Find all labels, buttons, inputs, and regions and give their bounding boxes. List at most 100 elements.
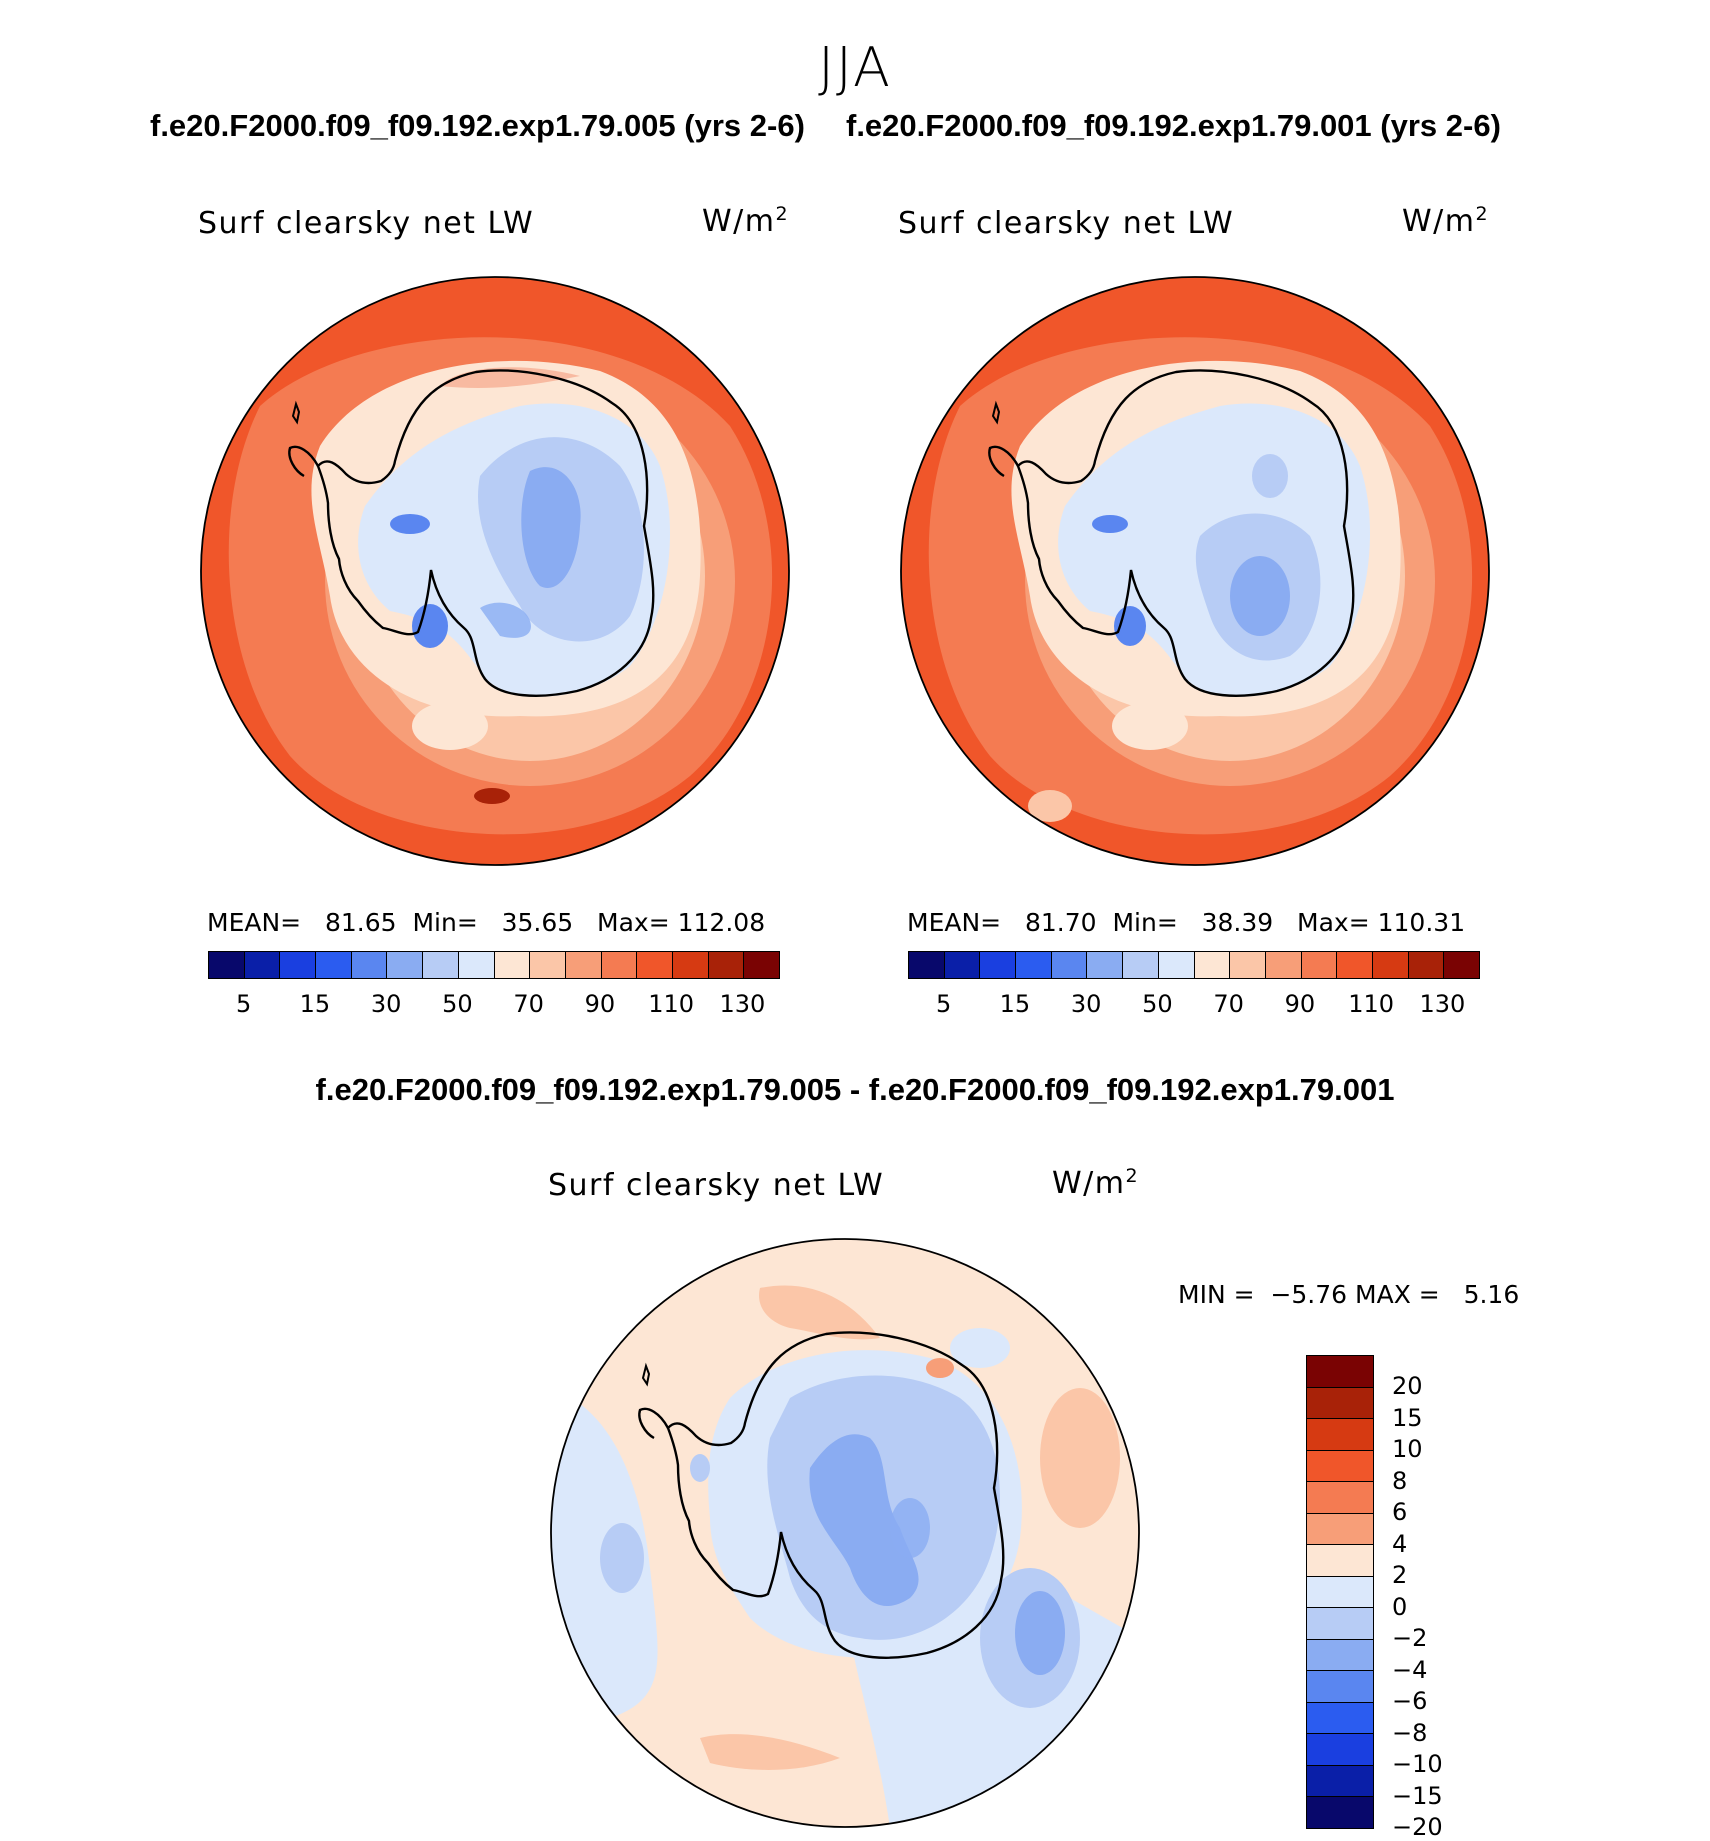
colorbar-swatch (387, 952, 424, 978)
colorbar-swatch (1087, 952, 1124, 978)
colorbar-swatch (1337, 952, 1373, 978)
mean-label: MEAN= (207, 908, 302, 937)
colorbar-swatch (1307, 1545, 1373, 1577)
colorbar-swatch (1372, 952, 1409, 978)
colorbar-swatch (1444, 952, 1479, 978)
colorbar-swatch (1307, 1671, 1373, 1703)
colorbar-swatch (244, 952, 281, 978)
colorbar-swatch (1051, 952, 1088, 978)
colorbar-swatch (530, 952, 566, 978)
colorbar-tick-label: −4 (1392, 1655, 1428, 1684)
colorbar-tick-label: 130 (1419, 990, 1466, 1018)
min-value: 35.65 (501, 908, 574, 937)
units-label-right: W/m2 (1402, 203, 1490, 239)
colorbar-tick-label: 2 (1392, 1561, 1408, 1590)
polar-map-difference (550, 1238, 1140, 1828)
colorbar-swatch (316, 952, 352, 978)
colorbar-swatch (1158, 952, 1195, 978)
stats-left: MEAN= 81.65 Min= 35.65 Max= 112.08 (207, 908, 765, 937)
max-label: Max= (597, 908, 670, 937)
season-title: JJA (818, 36, 892, 99)
colorbar-swatch (494, 952, 531, 978)
colorbar-swatch (1307, 1513, 1373, 1546)
colorbar-tick-label: 15 (999, 990, 1031, 1018)
colorbar-tick-label: 110 (648, 990, 695, 1018)
units-label-diff: W/m2 (1052, 1165, 1140, 1201)
mean-label: MEAN= (907, 908, 1002, 937)
min-label: MIN = (1178, 1280, 1255, 1309)
colorbar-tick-label: 6 (1392, 1498, 1408, 1527)
variable-label-right: Surf clearsky net LW (898, 206, 1235, 241)
colorbar-left (208, 951, 780, 979)
colorbar-swatch (980, 952, 1017, 978)
colorbar-tick-label: 4 (1392, 1529, 1408, 1558)
case-title-right: f.e20.F2000.f09_f09.192.exp1.79.001 (yrs… (846, 108, 1501, 143)
colorbar-swatch (1307, 1482, 1373, 1514)
colorbar-tick-label: 15 (1392, 1403, 1423, 1432)
colorbar-swatch (637, 952, 673, 978)
colorbar-tick-label: 5 (235, 990, 252, 1018)
colorbar-swatch (1016, 952, 1052, 978)
colorbar-tick-label: −10 (1392, 1750, 1443, 1779)
colorbar-tick-label: −15 (1392, 1781, 1443, 1810)
max-label: MAX = (1355, 1280, 1440, 1309)
colorbar-swatch (1307, 1576, 1373, 1609)
colorbar-swatch (458, 952, 495, 978)
colorbar-swatch (1307, 1356, 1373, 1388)
min-value: 38.39 (1201, 908, 1274, 937)
colorbar-tick-label: 10 (1392, 1435, 1423, 1464)
colorbar-tick-label: 70 (1213, 990, 1244, 1018)
colorbar-swatch (1408, 952, 1445, 978)
colorbar-tick-label: 110 (1348, 990, 1395, 1018)
colorbar-difference (1306, 1355, 1374, 1829)
variable-label-diff: Surf clearsky net LW (548, 1168, 885, 1203)
colorbar-tick-label: 50 (1142, 990, 1173, 1018)
colorbar-tick-label: 8 (1392, 1466, 1408, 1495)
polar-map-left (200, 276, 790, 866)
stats-diff: MIN = −5.76 MAX = 5.16 (1178, 1280, 1519, 1309)
colorbar-swatch (1307, 1734, 1373, 1766)
case-title-left: f.e20.F2000.f09_f09.192.exp1.79.005 (yrs… (150, 108, 805, 143)
colorbar-swatch (209, 952, 245, 978)
colorbar-swatch (601, 952, 638, 978)
mean-value: 81.65 (324, 908, 397, 937)
colorbar-swatch (1307, 1608, 1373, 1640)
colorbar-swatch (1123, 952, 1159, 978)
polar-map-right (900, 276, 1490, 866)
colorbar-swatch (944, 952, 981, 978)
colorbar-tick-label: 70 (513, 990, 544, 1018)
colorbar-swatch (1194, 952, 1231, 978)
min-value: −5.76 (1270, 1280, 1348, 1309)
max-value: 112.08 (677, 908, 766, 937)
colorbar-tick-label: 5 (935, 990, 952, 1018)
colorbar-tick-label: 130 (719, 990, 766, 1018)
max-value: 110.31 (1377, 908, 1466, 937)
min-label: Min= (412, 908, 478, 937)
colorbar-tick-label: 30 (1070, 990, 1102, 1018)
colorbar-swatch (1307, 1702, 1373, 1735)
max-label: Max= (1297, 908, 1370, 937)
colorbar-tick-label: −6 (1392, 1687, 1428, 1716)
colorbar-tick-label: 20 (1392, 1372, 1423, 1401)
min-label: Min= (1112, 908, 1178, 937)
colorbar-swatch (1307, 1450, 1373, 1483)
colorbar-tick-label: 90 (1284, 990, 1316, 1018)
colorbar-tick-label: 30 (370, 990, 402, 1018)
variable-label-left: Surf clearsky net LW (198, 206, 535, 241)
colorbar-swatch (708, 952, 745, 978)
colorbar-swatch (423, 952, 459, 978)
colorbar-swatch (1307, 1765, 1373, 1798)
colorbar-swatch (672, 952, 709, 978)
stats-right: MEAN= 81.70 Min= 38.39 Max= 110.31 (907, 908, 1465, 937)
colorbar-swatch (280, 952, 317, 978)
colorbar-swatch (1307, 1639, 1373, 1672)
colorbar-swatch (1265, 952, 1302, 978)
colorbar-tick-label: 50 (442, 990, 473, 1018)
colorbar-swatch (351, 952, 388, 978)
mean-value: 81.70 (1024, 908, 1097, 937)
difference-title: f.e20.F2000.f09_f09.192.exp1.79.005 - f.… (315, 1072, 1395, 1107)
colorbar-swatch (1307, 1387, 1373, 1420)
colorbar-tick-label: −8 (1392, 1718, 1428, 1747)
colorbar-swatch (1301, 952, 1338, 978)
colorbar-tick-label: 0 (1392, 1592, 1408, 1621)
